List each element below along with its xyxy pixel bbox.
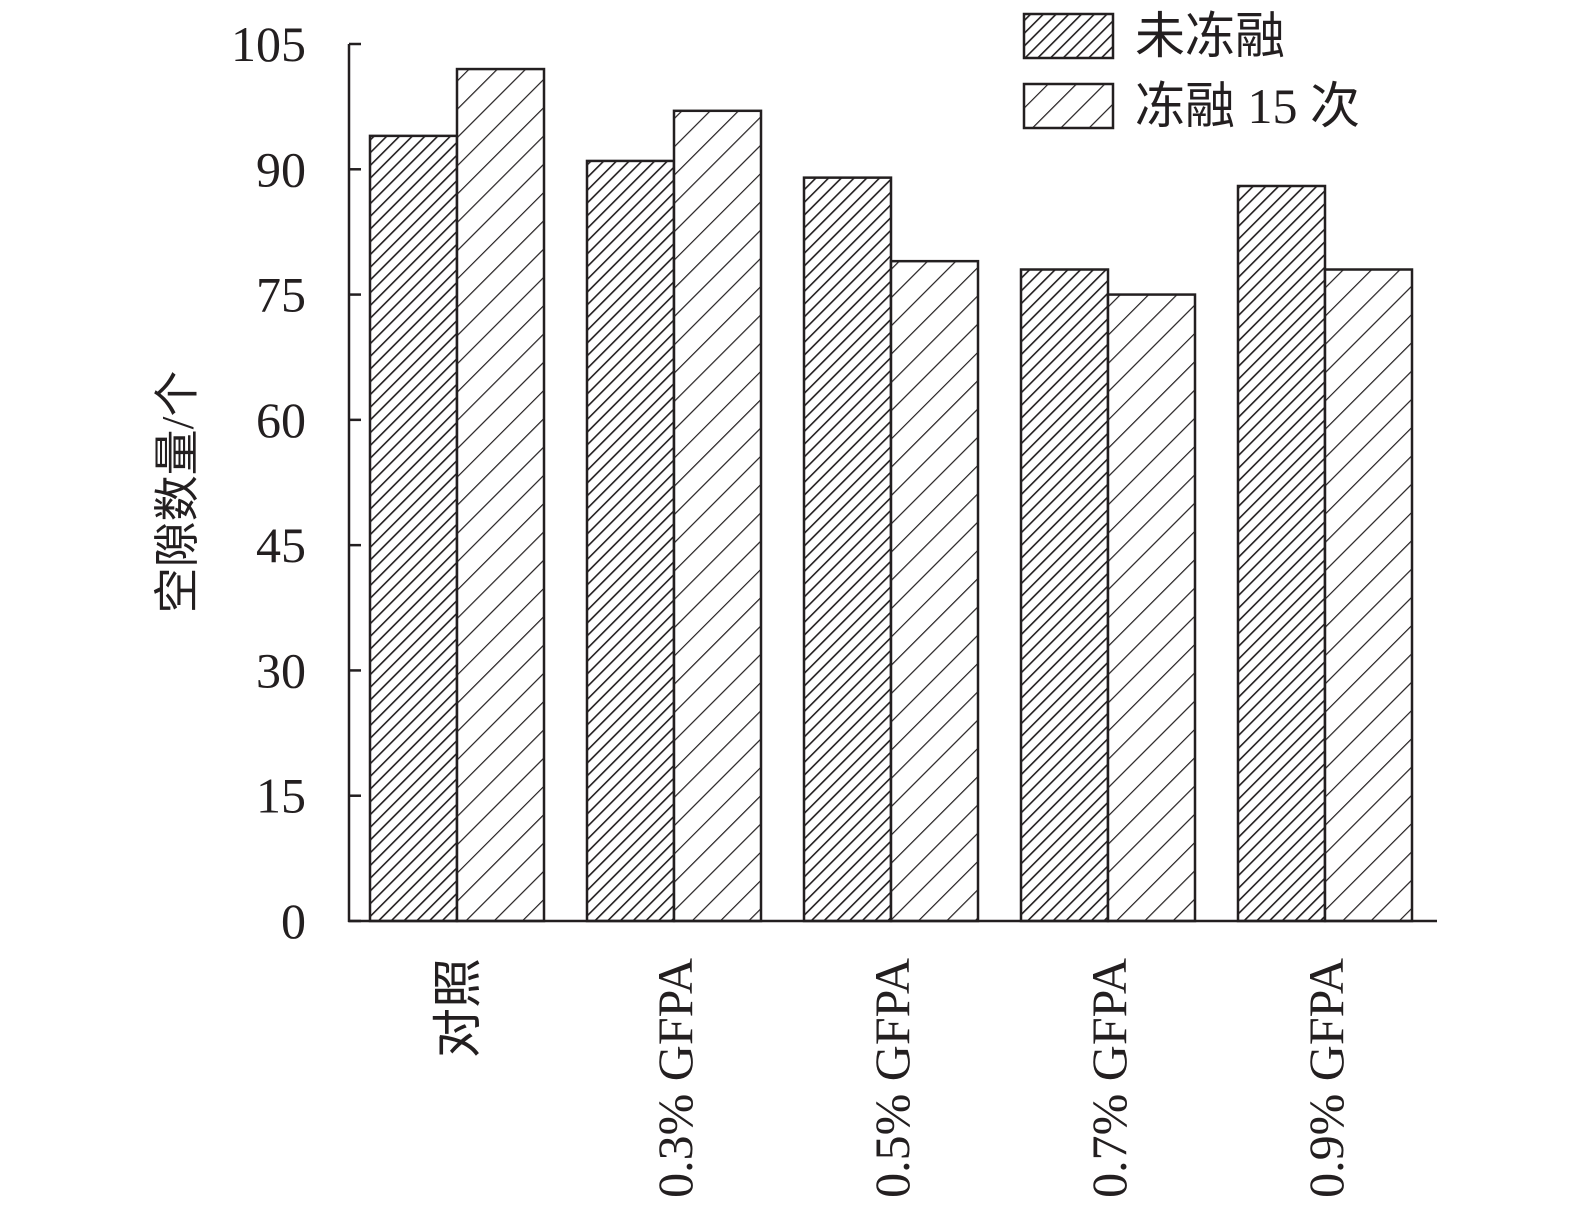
y-tick-label: 30 bbox=[256, 642, 306, 698]
bar-unfrozen-3 bbox=[1019, 268, 1110, 923]
bar-freeze-thaw-3 bbox=[1106, 293, 1197, 923]
bar-freeze-thaw-0 bbox=[455, 67, 546, 923]
bar-freeze-thaw-1 bbox=[672, 109, 763, 923]
y-tick-label: 60 bbox=[256, 392, 306, 448]
bars-layer bbox=[368, 67, 1414, 923]
y-tick-label: 90 bbox=[256, 141, 306, 197]
legend-label: 未冻融 bbox=[1135, 8, 1285, 64]
x-category-label: 0.3% GFPA bbox=[647, 958, 703, 1198]
y-tick-label: 15 bbox=[256, 768, 306, 824]
y-tick-label: 75 bbox=[256, 267, 306, 323]
legend-label: 冻融 15 次 bbox=[1135, 78, 1360, 134]
y-tick-label: 105 bbox=[231, 16, 306, 72]
bar-unfrozen-2 bbox=[802, 176, 893, 923]
bar-freeze-thaw-4 bbox=[1323, 268, 1414, 923]
bar-unfrozen-4 bbox=[1236, 184, 1327, 923]
legend-swatch bbox=[1022, 12, 1115, 60]
x-category-label: 0.5% GFPA bbox=[864, 958, 920, 1198]
y-axis-label: 空隙数量/个 bbox=[152, 371, 203, 614]
x-category-label: 对照 bbox=[430, 958, 486, 1058]
x-category-label: 0.7% GFPA bbox=[1081, 958, 1137, 1198]
bar-freeze-thaw-2 bbox=[889, 259, 980, 923]
bar-unfrozen-0 bbox=[368, 134, 459, 923]
y-ticks-layer: 0 15 30 45 60 75 90 105 bbox=[231, 16, 361, 949]
axes-layer bbox=[347, 44, 1437, 923]
x-labels-layer: 对照 0.3% GFPA 0.5% GFPA 0.7% GFPA 0.9% GFPA bbox=[430, 958, 1354, 1198]
x-category-label: 0.9% GFPA bbox=[1298, 958, 1354, 1198]
bar-unfrozen-1 bbox=[585, 159, 676, 923]
legend-swatch bbox=[1022, 82, 1115, 130]
y-tick-label: 45 bbox=[256, 517, 306, 573]
y-tick-label: 0 bbox=[281, 893, 306, 949]
